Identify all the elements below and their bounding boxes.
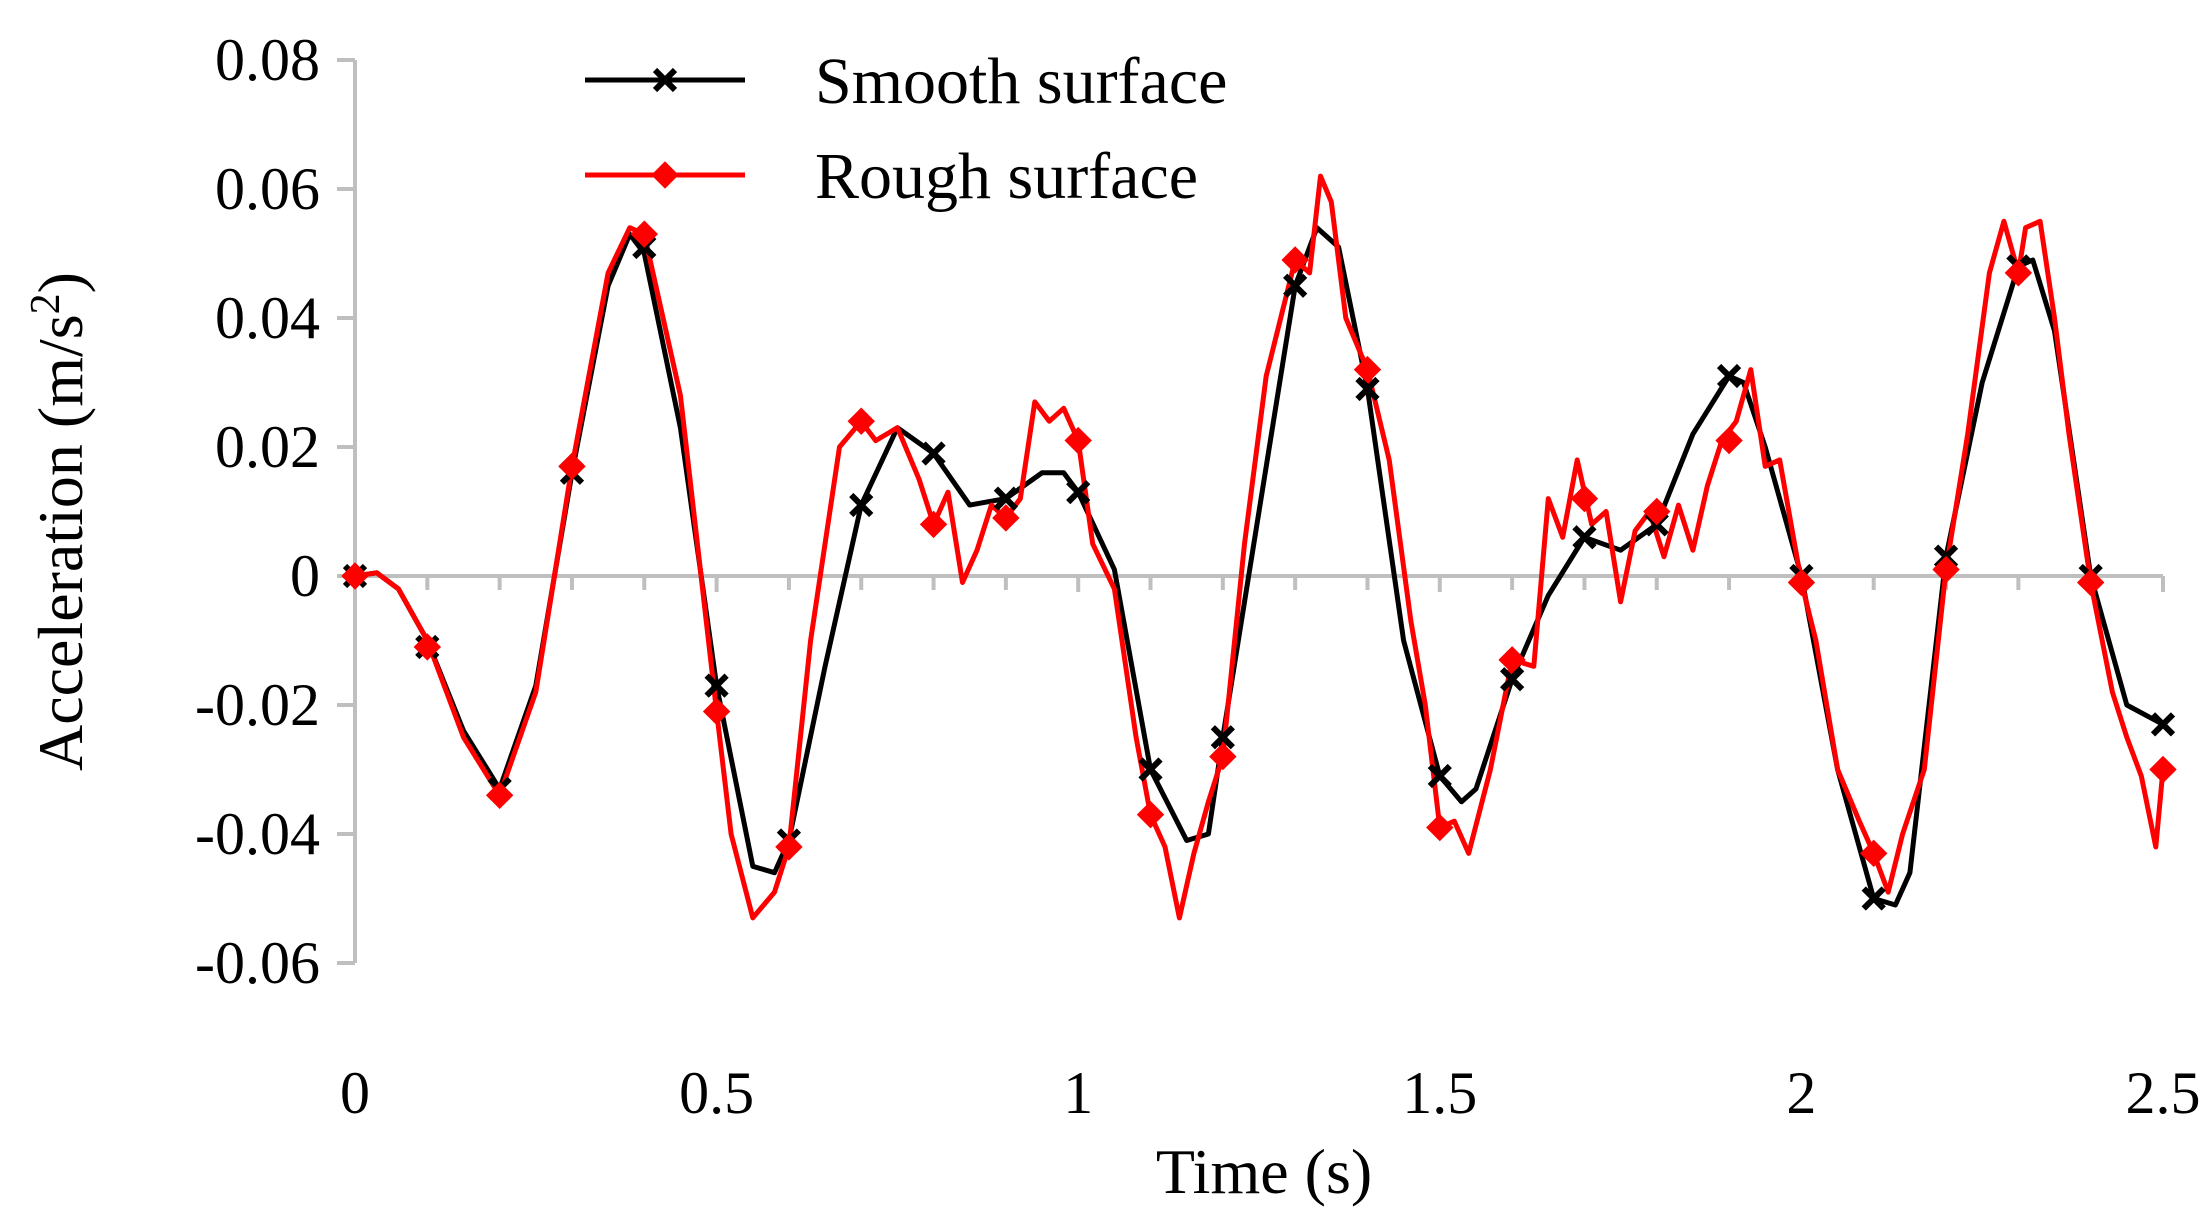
data-point-smooth xyxy=(1716,363,1742,389)
data-point-rough xyxy=(1787,568,1816,597)
y-tick-label: 0 xyxy=(290,543,320,609)
x-tick-label: 2.5 xyxy=(2126,1060,2201,1126)
x-axis-ticks: 0 0.5 1 1.5 2 2.5 xyxy=(340,576,2201,1126)
x-tick-label: 1.5 xyxy=(1402,1060,1477,1126)
series-smooth xyxy=(354,225,2165,908)
data-point-rough xyxy=(341,562,369,590)
data-point-rough xyxy=(630,220,658,248)
data-point-rough xyxy=(1209,742,1237,771)
data-point-rough xyxy=(1860,839,1888,868)
data-point-smooth xyxy=(993,486,1019,511)
data-point-smooth xyxy=(1355,376,1380,402)
y-tick-label: 0.06 xyxy=(215,156,320,222)
data-point-smooth xyxy=(1283,273,1308,298)
data-point-rough xyxy=(775,833,803,861)
legend-marker-rough xyxy=(651,161,679,189)
data-point-smooth xyxy=(849,492,874,518)
legend-label-rough: Rough surface xyxy=(815,140,1198,213)
axes: -0.06 -0.04 -0.02 0 0.02 0.04 0.06 0.08 0 0.5 1 1.… xyxy=(195,27,2200,1126)
data-point-rough xyxy=(1643,497,1671,526)
series-line-rough xyxy=(354,173,2166,921)
series-markers-smooth xyxy=(342,234,2176,911)
legend-x-marker xyxy=(652,67,678,93)
data-point-smooth xyxy=(1572,525,1597,550)
data-point-rough xyxy=(413,633,442,661)
data-point-rough xyxy=(1932,555,1960,584)
x-tick-label: 2 xyxy=(1786,1060,1816,1126)
data-point-rough xyxy=(2076,568,2105,597)
series xyxy=(341,173,2177,921)
data-point-rough xyxy=(847,407,875,435)
y-axis-title-end: ) xyxy=(25,272,96,293)
y-tick-label: -0.04 xyxy=(195,801,320,867)
data-point-smooth xyxy=(704,673,729,698)
data-point-rough xyxy=(702,697,731,726)
data-point-rough xyxy=(1353,355,1382,384)
y-axis-title-main: Acceleration (m/s xyxy=(25,314,96,771)
data-point-rough xyxy=(1715,426,1743,455)
y-axis-title: Acceleration (m/s2) xyxy=(23,272,96,771)
legend-label-smooth: Smooth surface xyxy=(815,45,1227,118)
data-point-smooth xyxy=(1210,725,1235,750)
data-point-smooth xyxy=(1138,757,1163,782)
y-tick-label: 0.02 xyxy=(215,414,320,480)
series-line-smooth xyxy=(354,225,2165,908)
data-point-rough xyxy=(2149,755,2177,784)
data-point-rough xyxy=(1136,800,1165,829)
y-axis-ticks: -0.06 -0.04 -0.02 0 0.02 0.04 0.06 0.08 xyxy=(195,27,355,996)
data-point-smooth xyxy=(1427,763,1452,789)
y-axis-title-sup: 2 xyxy=(23,293,69,314)
y-tick-label: -0.02 xyxy=(195,672,320,738)
data-point-rough xyxy=(1064,426,1092,455)
legend-diamond-marker xyxy=(651,161,679,189)
y-tick-label: 0.08 xyxy=(215,27,320,93)
data-point-rough xyxy=(992,504,1020,532)
series-rough xyxy=(354,173,2166,921)
x-axis-title: Time (s) xyxy=(1156,1136,1372,1207)
data-point-rough xyxy=(1570,484,1599,513)
y-tick-label: -0.06 xyxy=(195,930,320,996)
x-tick-label: 0.5 xyxy=(679,1060,754,1126)
data-point-rough xyxy=(1281,246,1309,274)
y-tick-label: 0.04 xyxy=(215,285,320,351)
series-markers-rough xyxy=(341,220,2177,868)
data-point-rough xyxy=(2004,259,2033,287)
data-point-smooth xyxy=(921,441,946,466)
data-point-rough xyxy=(485,781,514,810)
data-point-rough xyxy=(1498,646,1526,674)
data-point-smooth xyxy=(1861,886,1886,911)
legend-marker-smooth xyxy=(652,67,678,93)
x-tick-label: 1 xyxy=(1063,1060,1093,1126)
x-tick-label: 0 xyxy=(340,1060,370,1126)
data-point-rough xyxy=(558,452,586,481)
data-point-smooth xyxy=(2150,712,2176,737)
data-point-rough xyxy=(1426,813,1454,842)
data-point-smooth xyxy=(1499,667,1525,692)
legend: Smooth surface Rough surface xyxy=(585,45,1227,213)
data-point-rough xyxy=(919,510,948,539)
data-point-smooth xyxy=(1066,480,1091,505)
